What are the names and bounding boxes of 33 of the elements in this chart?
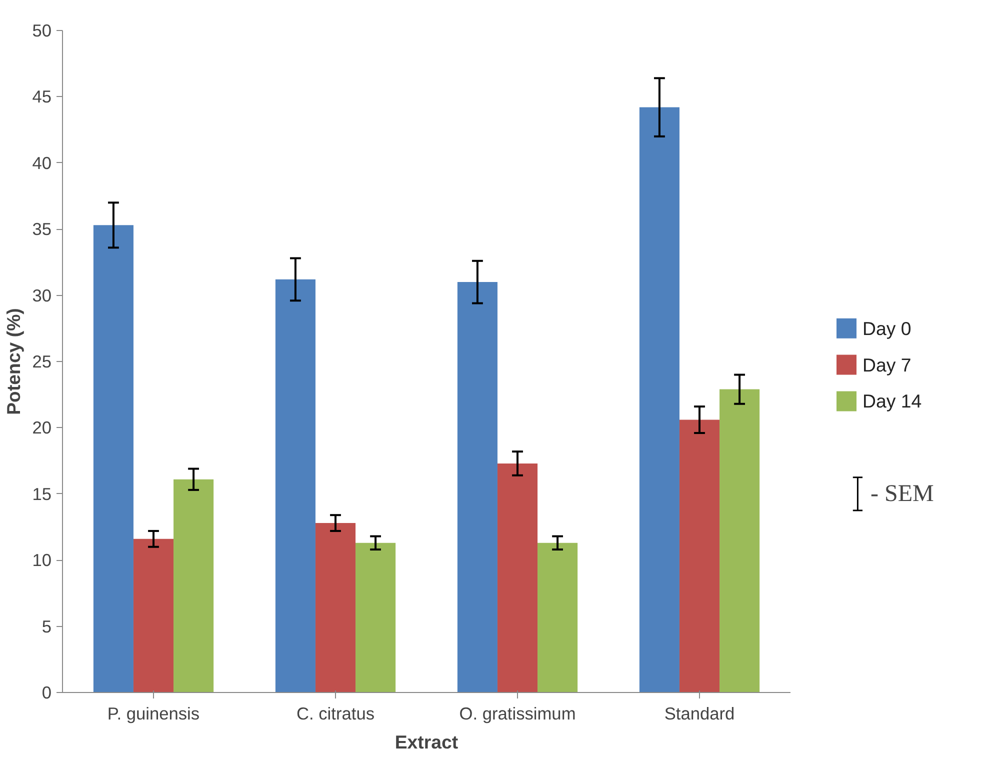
y-tick-label: 35 (32, 219, 52, 240)
bar (315, 523, 356, 692)
bar (497, 463, 538, 692)
bar (457, 282, 498, 692)
bar (720, 389, 760, 692)
legend-label: Day 14 (862, 390, 922, 412)
y-tick-label: 15 (32, 484, 52, 504)
y-tick-label: 0 (42, 682, 52, 702)
x-tick-label: Standard (664, 704, 735, 724)
legend-label: Day 7 (862, 354, 912, 376)
bar (639, 107, 680, 692)
y-tick-label: 20 (32, 418, 52, 438)
y-tick-label: 45 (32, 86, 52, 107)
bar (679, 420, 720, 692)
bar (174, 479, 214, 692)
y-tick-label: 5 (42, 616, 52, 636)
y-tick-label: 50 (32, 20, 52, 40)
bar (133, 538, 174, 692)
x-tick-label: C. citratus (296, 704, 375, 724)
x-tick-label: O. gratissimum (459, 704, 576, 724)
y-tick-label: 25 (32, 352, 52, 372)
y-tick-label: 10 (32, 550, 52, 570)
bar (356, 542, 396, 692)
x-tick-label: P. guinensis (107, 704, 200, 724)
y-tick-label: 30 (32, 285, 52, 306)
legend-label: Day 0 (862, 318, 912, 339)
y-axis-title: Potency (%) (3, 308, 24, 415)
x-axis-title: Extract (394, 732, 458, 752)
bar (538, 542, 578, 692)
bar (93, 225, 134, 692)
text: - SEM (870, 480, 934, 507)
y-tick-label: 40 (32, 152, 52, 173)
bar (275, 279, 316, 692)
